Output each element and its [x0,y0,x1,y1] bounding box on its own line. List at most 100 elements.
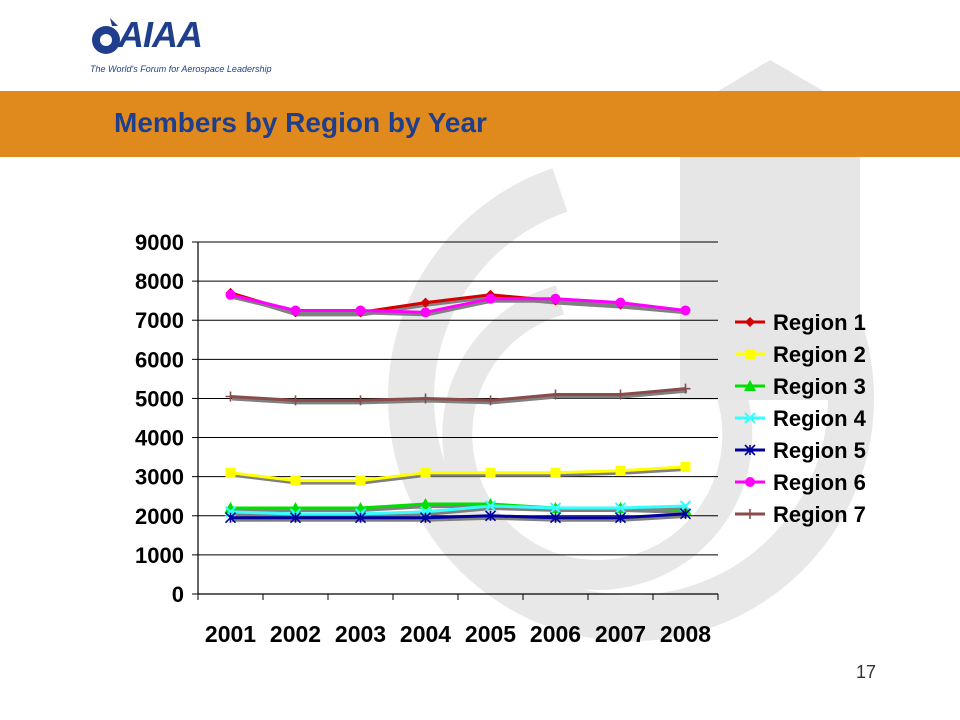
series-line-shadow [231,466,688,485]
data-point [680,461,691,472]
data-point [354,512,367,524]
legend-label: Region 5 [773,438,866,463]
data-point [355,305,366,316]
x-tick-label: 2004 [400,621,451,647]
y-tick-label: 7000 [135,308,184,333]
data-point [550,389,561,400]
data-point [680,305,691,316]
title-bar [0,91,960,157]
y-tick-label: 5000 [135,386,184,411]
legend-item: Region 3 [735,374,866,399]
data-point [679,508,692,520]
x-tick-label: 2006 [530,621,581,647]
data-point [290,395,301,406]
data-point [420,297,431,308]
legend-marker [745,477,755,487]
legend-label: Region 3 [773,374,866,399]
legend-item: Region 1 [735,310,866,335]
y-tick-label: 9000 [135,230,184,255]
legend-label: Region 6 [773,470,866,495]
series-region-6 [225,289,691,318]
data-point [225,467,236,478]
data-point [289,512,302,524]
y-tick-label: 4000 [135,426,184,451]
series-region-2 [225,461,691,486]
data-point [355,395,366,406]
y-tick-label: 2000 [135,504,184,529]
aiaa-logo-icon [92,18,120,54]
series-line [230,465,686,483]
page-number: 17 [855,662,876,682]
legend-label: Region 7 [773,502,866,527]
data-point [679,500,692,512]
series-region-7 [225,383,691,406]
data-point [485,293,496,304]
legend-label: Region 2 [773,342,866,367]
data-point [549,502,562,514]
y-tick-label: 6000 [135,347,184,372]
data-point [484,500,497,512]
series-line [230,293,686,314]
data-point [485,395,496,406]
data-point [550,293,561,304]
chart-axes: 0 1000 2000 3000 4000 5000 6000 7000 8000 9000 200… [135,230,719,647]
data-point [615,297,626,308]
x-tick-label: 2003 [335,621,386,647]
data-point [290,305,301,316]
legend-marker [744,444,756,456]
data-point [420,393,431,404]
legend-item: Region 5 [735,438,866,463]
logo-tagline: The World's Forum for Aerospace Leadersh… [90,64,272,74]
series-line-shadow [231,505,688,518]
x-tick-label: 2007 [595,621,646,647]
data-point [419,498,432,510]
data-point [615,465,626,476]
x-tick-label: 2008 [660,621,711,647]
y-tick-label: 0 [172,582,184,607]
series-region-5 [224,508,692,524]
series-line-shadow [231,388,688,405]
data-point [355,475,366,486]
data-point [550,467,561,478]
legend-label: Region 4 [773,406,867,431]
data-point [420,467,431,478]
legend-item: Region 6 [735,470,866,495]
series-line [230,387,686,402]
x-tick-label: 2002 [270,621,321,647]
data-point [614,512,627,524]
chart-legend: Region 1 Region 2 Region 3 Region 4 Region 5… [735,310,867,527]
data-point [615,389,626,400]
x-tick-label: 2001 [205,621,256,647]
legend-label: Region 1 [773,310,866,335]
data-point [484,510,497,522]
legend-marker [745,349,755,359]
series-line-shadow [231,294,688,317]
slide-title: Members by Region by Year [114,107,487,138]
legend-marker [745,509,755,519]
data-point [420,307,431,318]
data-point [614,502,627,514]
grid-lines [198,241,718,595]
y-tick-label: 3000 [135,465,184,490]
data-point [680,383,691,394]
y-tick-label: 1000 [135,543,184,568]
data-point [224,512,237,524]
series-line-shadow [232,513,688,522]
legend-item: Region 2 [735,342,866,367]
legend-item: Region 7 [735,502,866,527]
data-point [225,289,236,300]
data-point [549,512,562,524]
series-line [230,504,686,516]
legend-marker [745,317,755,327]
legend-marker [744,380,756,391]
data-point [419,512,432,524]
legend-item: Region 4 [735,406,867,431]
y-tick-label: 8000 [135,269,184,294]
logo-text: AIAA [118,14,203,55]
x-tick-label: 2005 [465,621,516,647]
data-point [225,391,236,402]
data-point [290,475,301,486]
legend-marker [744,412,756,424]
data-point [485,467,496,478]
